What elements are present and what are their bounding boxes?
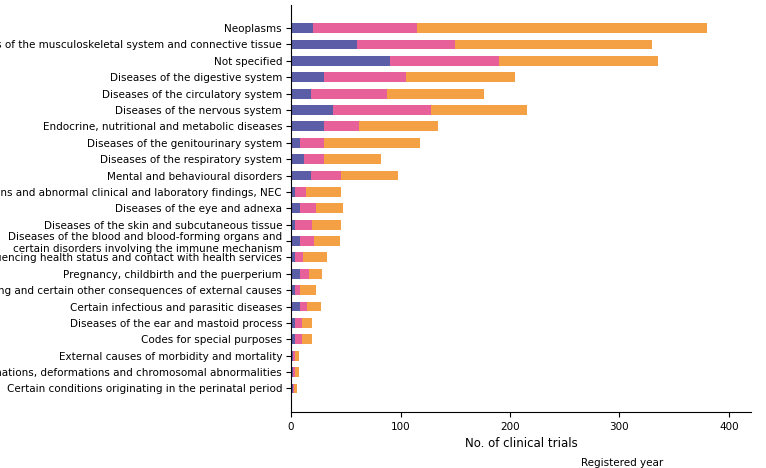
Bar [296,252,303,262]
Bar [406,73,516,82]
Bar [291,219,296,229]
Bar [291,252,296,262]
Bar [296,219,312,229]
Bar [291,171,311,181]
Bar [296,285,300,295]
Bar [388,89,483,99]
Bar [291,73,324,82]
Bar [309,269,322,278]
Bar [311,171,342,181]
Bar [300,301,307,311]
Bar [316,204,342,213]
Bar [324,73,406,82]
Bar [291,367,293,377]
Bar [291,89,311,99]
Bar [300,138,324,148]
Bar [455,40,652,50]
Bar [332,105,431,115]
Bar [296,187,306,197]
Bar [300,236,314,246]
Bar [302,318,312,328]
Bar [300,269,309,278]
Bar [296,367,299,377]
Bar [303,252,327,262]
Bar [291,204,300,213]
Bar [342,171,398,181]
Bar [304,154,324,164]
Bar [291,56,390,66]
Bar [311,89,388,99]
Bar [291,285,296,295]
Bar [357,40,455,50]
Bar [324,122,359,132]
Bar [291,23,313,33]
Bar [291,269,300,278]
Bar [324,138,421,148]
Bar [291,187,296,197]
X-axis label: No. of clinical trials: No. of clinical trials [464,437,578,450]
Bar [293,367,296,377]
Bar [359,122,437,132]
Bar [300,285,316,295]
Bar [291,40,357,50]
Bar [291,383,293,393]
Bar [390,56,499,66]
Bar [417,23,707,33]
Bar [291,318,296,328]
Bar [291,154,304,164]
Bar [431,105,528,115]
Bar [293,383,294,393]
Bar [291,105,332,115]
Legend: 2017, 2018, 2019: 2017, 2018, 2019 [548,453,696,468]
Bar [291,334,296,344]
Bar [312,219,342,229]
Bar [302,334,312,344]
Bar [291,236,300,246]
Bar [324,154,381,164]
Bar [306,187,342,197]
Bar [314,236,340,246]
Bar [291,138,300,148]
Bar [296,334,302,344]
Bar [307,301,321,311]
Bar [499,56,658,66]
Bar [291,301,300,311]
Bar [294,383,296,393]
Bar [296,351,299,360]
Bar [296,318,302,328]
Bar [300,204,316,213]
Bar [313,23,417,33]
Bar [293,351,296,360]
Bar [291,351,293,360]
Bar [291,122,324,132]
